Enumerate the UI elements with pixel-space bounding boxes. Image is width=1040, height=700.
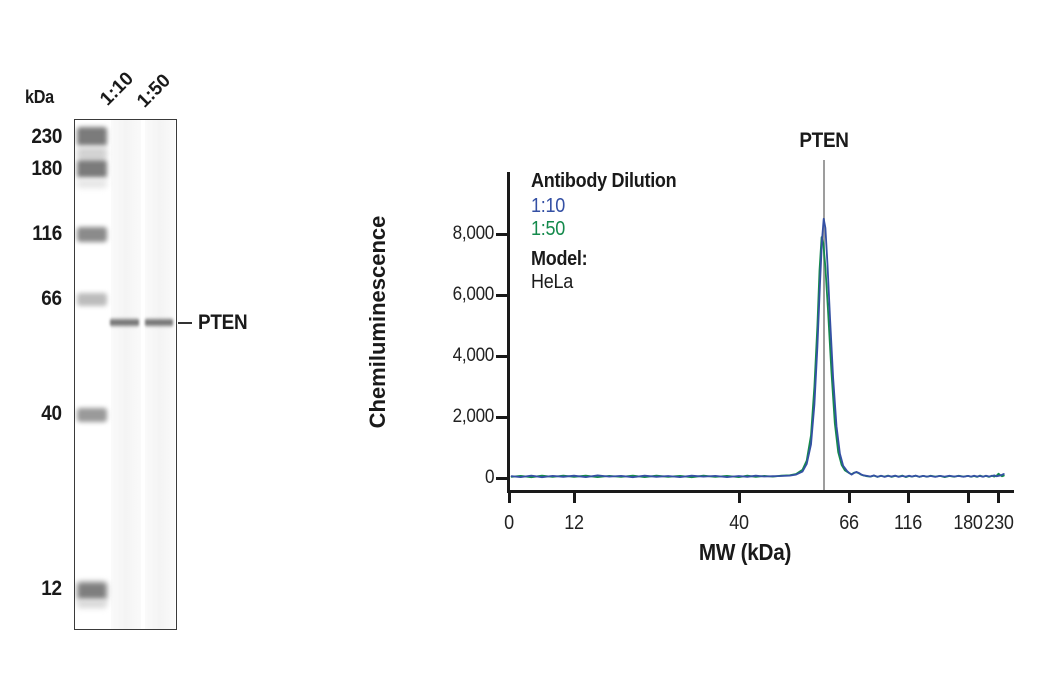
blot-image <box>74 119 177 630</box>
y-axis-title: Chemiluminescence <box>365 215 390 429</box>
x-tick-label-230: 230 <box>984 512 1014 534</box>
x-tick-label-12: 12 <box>564 512 584 534</box>
x-tick-label-116: 116 <box>894 512 922 534</box>
x-tick-label-0: 0 <box>504 512 514 534</box>
x-tick-180 <box>967 493 970 503</box>
legend-title: Antibody Dilution <box>531 170 677 192</box>
sample-lane-1 <box>111 120 141 629</box>
intensity-traces <box>510 217 1005 479</box>
legend-model-label: Model: <box>531 248 588 270</box>
marker-label-66: 66 <box>41 287 63 310</box>
y-tick-8000 <box>496 233 507 236</box>
y-tick-label-0: 0 <box>484 467 495 488</box>
marker-band-12 <box>77 582 107 600</box>
chart-peak-title: PTEN <box>799 129 849 152</box>
trace-1-50 <box>510 236 1005 479</box>
y-tick-label-8000: 8,000 <box>452 223 495 244</box>
marker-band-116 <box>77 227 107 242</box>
y-tick-4000 <box>496 355 507 358</box>
x-tick-0 <box>508 493 511 503</box>
x-tick-230 <box>997 493 1000 503</box>
kda-unit-label: kDa <box>25 87 54 107</box>
pten-pointer-line <box>178 322 192 325</box>
y-tick-label-4000: 4,000 <box>452 345 495 366</box>
x-tick-label-66: 66 <box>839 512 859 534</box>
marker-label-116: 116 <box>32 222 62 245</box>
marker-band-40 <box>77 408 107 422</box>
y-tick-label-2000: 2,000 <box>452 406 495 427</box>
marker-smear <box>77 147 107 160</box>
legend-model-value: HeLa <box>531 271 573 293</box>
x-tick-label-40: 40 <box>729 512 749 534</box>
sample-lane-2 <box>145 120 175 629</box>
pten-blot-label: PTEN <box>198 311 248 334</box>
y-tick-0 <box>496 477 507 480</box>
marker-smear-2 <box>77 179 107 188</box>
chemiluminescence-chart: Chemiluminescence MW (kDa) PTEN Antibody… <box>365 129 1014 565</box>
x-axis-line <box>507 490 1014 493</box>
x-tick-66 <box>848 493 851 503</box>
x-axis-title: MW (kDa) <box>698 539 792 565</box>
y-axis-line <box>507 172 510 493</box>
marker-label-180: 180 <box>31 157 62 180</box>
trace-1-10 <box>510 217 1005 479</box>
x-tick-40 <box>738 493 741 503</box>
legend-entry-1-10: 1:10 <box>531 195 565 217</box>
pten-peak-marker-line <box>823 160 825 491</box>
legend-entry-1-50: 1:50 <box>531 218 565 240</box>
x-tick-116 <box>907 493 910 503</box>
marker-band-66 <box>77 293 107 306</box>
marker-label-230: 230 <box>31 125 62 148</box>
marker-label-12: 12 <box>41 577 63 600</box>
y-tick-label-6000: 6,000 <box>452 284 495 305</box>
marker-band-180 <box>77 160 107 178</box>
marker-label-40: 40 <box>41 402 63 425</box>
pten-band-lane2 <box>145 317 173 328</box>
western-blot-panel: kDa 1:10 1:50 230 180 116 66 40 12 PTEN <box>0 0 280 700</box>
pten-band-lane1 <box>110 317 139 328</box>
marker-band-230 <box>77 127 107 146</box>
x-tick-12 <box>573 493 576 503</box>
marker-band-12-fade <box>77 600 107 608</box>
x-tick-label-180: 180 <box>953 512 983 534</box>
y-tick-6000 <box>496 294 507 297</box>
y-tick-2000 <box>496 416 507 419</box>
